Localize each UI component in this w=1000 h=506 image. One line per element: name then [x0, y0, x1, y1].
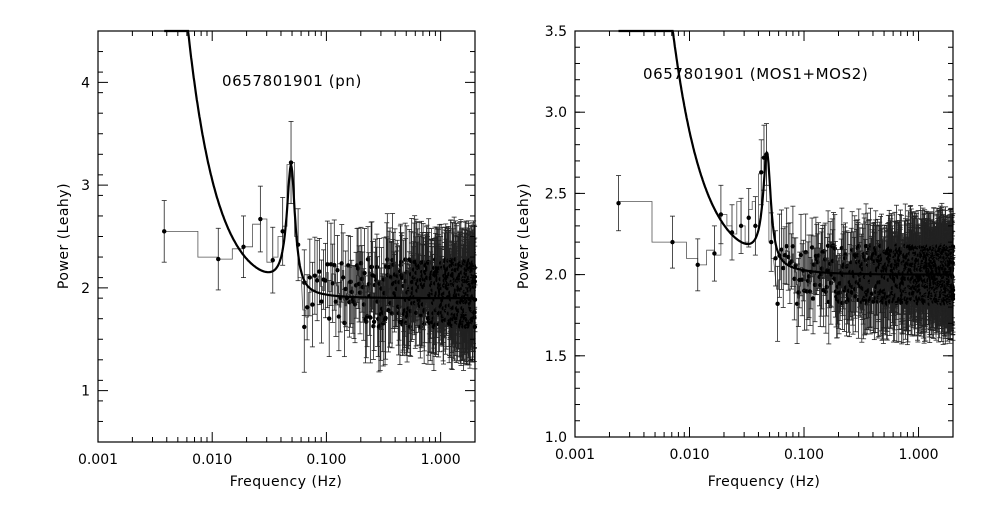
mos-point	[779, 247, 784, 252]
mos-point	[712, 251, 717, 256]
mos-point	[837, 290, 843, 295]
pn-point	[399, 275, 405, 281]
mos-point	[670, 239, 675, 245]
pn-ytick-label: 4	[81, 75, 90, 91]
pn-data-marks	[161, 29, 478, 373]
pn-point	[270, 257, 275, 263]
mos-point	[810, 296, 816, 301]
pn-point	[335, 267, 340, 273]
mos-point	[824, 284, 829, 290]
pn-point	[398, 259, 404, 265]
mos-point	[759, 170, 764, 175]
mos-point	[781, 265, 786, 271]
pn-plot-frame	[97, 30, 476, 443]
pn-xtick-label: 0.100	[306, 452, 346, 468]
pn-point	[374, 264, 380, 270]
mos-point	[806, 274, 812, 279]
pn-point	[325, 262, 330, 267]
pn-point	[302, 324, 307, 330]
pn-point	[319, 299, 324, 304]
pn-xlabel: Frequency (Hz)	[230, 474, 343, 490]
pn-point	[328, 262, 334, 267]
pn-xtick-label: 1.000	[421, 452, 461, 468]
mos-point	[782, 253, 788, 258]
pn-point	[330, 281, 335, 286]
mos-point	[863, 243, 869, 249]
pn-point	[368, 315, 373, 320]
mos-point	[718, 212, 724, 217]
mos-point	[840, 300, 845, 306]
pn-model-curve	[164, 29, 475, 300]
pn-point	[162, 229, 167, 234]
pn-point	[216, 256, 221, 262]
pn-point	[385, 257, 390, 262]
mos-point	[753, 223, 758, 229]
pn-point	[355, 266, 361, 271]
pn-xtick-label: 0.001	[78, 452, 118, 468]
pn-axis-ticks: 0.001 0.010 0.100 1.000 1 2 3 4	[78, 30, 476, 468]
pn-ytick-label: 1	[81, 384, 90, 400]
pn-point	[312, 273, 318, 278]
mos-point	[805, 278, 811, 283]
pn-point	[369, 264, 375, 270]
mos-point	[616, 200, 621, 206]
mos-point	[738, 223, 744, 229]
mos-point	[832, 246, 838, 251]
pn-point	[362, 270, 367, 276]
pn-point	[304, 305, 310, 310]
mos-point	[786, 254, 791, 260]
pn-point	[307, 275, 313, 280]
mos-point	[784, 244, 789, 249]
mos-point	[773, 256, 778, 261]
pn-point	[349, 289, 354, 295]
mos-point	[828, 280, 834, 286]
pn-ytick-label: 2	[81, 281, 90, 297]
pn-point	[258, 216, 263, 222]
pn-point	[340, 275, 346, 280]
mos-point	[769, 239, 774, 245]
mos-point	[746, 215, 751, 220]
pn-point	[389, 311, 395, 316]
pn-point	[346, 263, 351, 268]
panel-pn: 0.001 0.010 0.100 1.000 1 2 3 4 0657801901 (pn)…	[56, 29, 478, 490]
pn-point	[288, 160, 294, 165]
mos-point	[809, 245, 815, 250]
pn-xtick-label: 0.010	[192, 452, 232, 468]
pn-point	[332, 262, 337, 268]
pn-point	[333, 299, 339, 304]
pn-ylabel: Power (Leahy)	[56, 183, 72, 289]
mos-data-marks	[616, 29, 956, 346]
pn-point	[280, 229, 285, 234]
pn-point	[314, 278, 320, 283]
mos-point	[695, 262, 700, 268]
pn-ytick-label: 3	[81, 178, 90, 194]
pn-point	[327, 316, 332, 321]
pn-point	[317, 269, 322, 274]
pn-point	[323, 278, 328, 283]
mos-point	[775, 301, 780, 307]
pn-point	[364, 319, 369, 324]
pn-point	[310, 302, 315, 307]
pn-point	[371, 319, 377, 324]
pn-point	[383, 315, 388, 321]
mos-point	[803, 249, 808, 255]
pn-annotation: 0657801901 (pn)	[222, 72, 362, 90]
pn-point	[241, 244, 246, 249]
pn-point	[371, 324, 376, 329]
